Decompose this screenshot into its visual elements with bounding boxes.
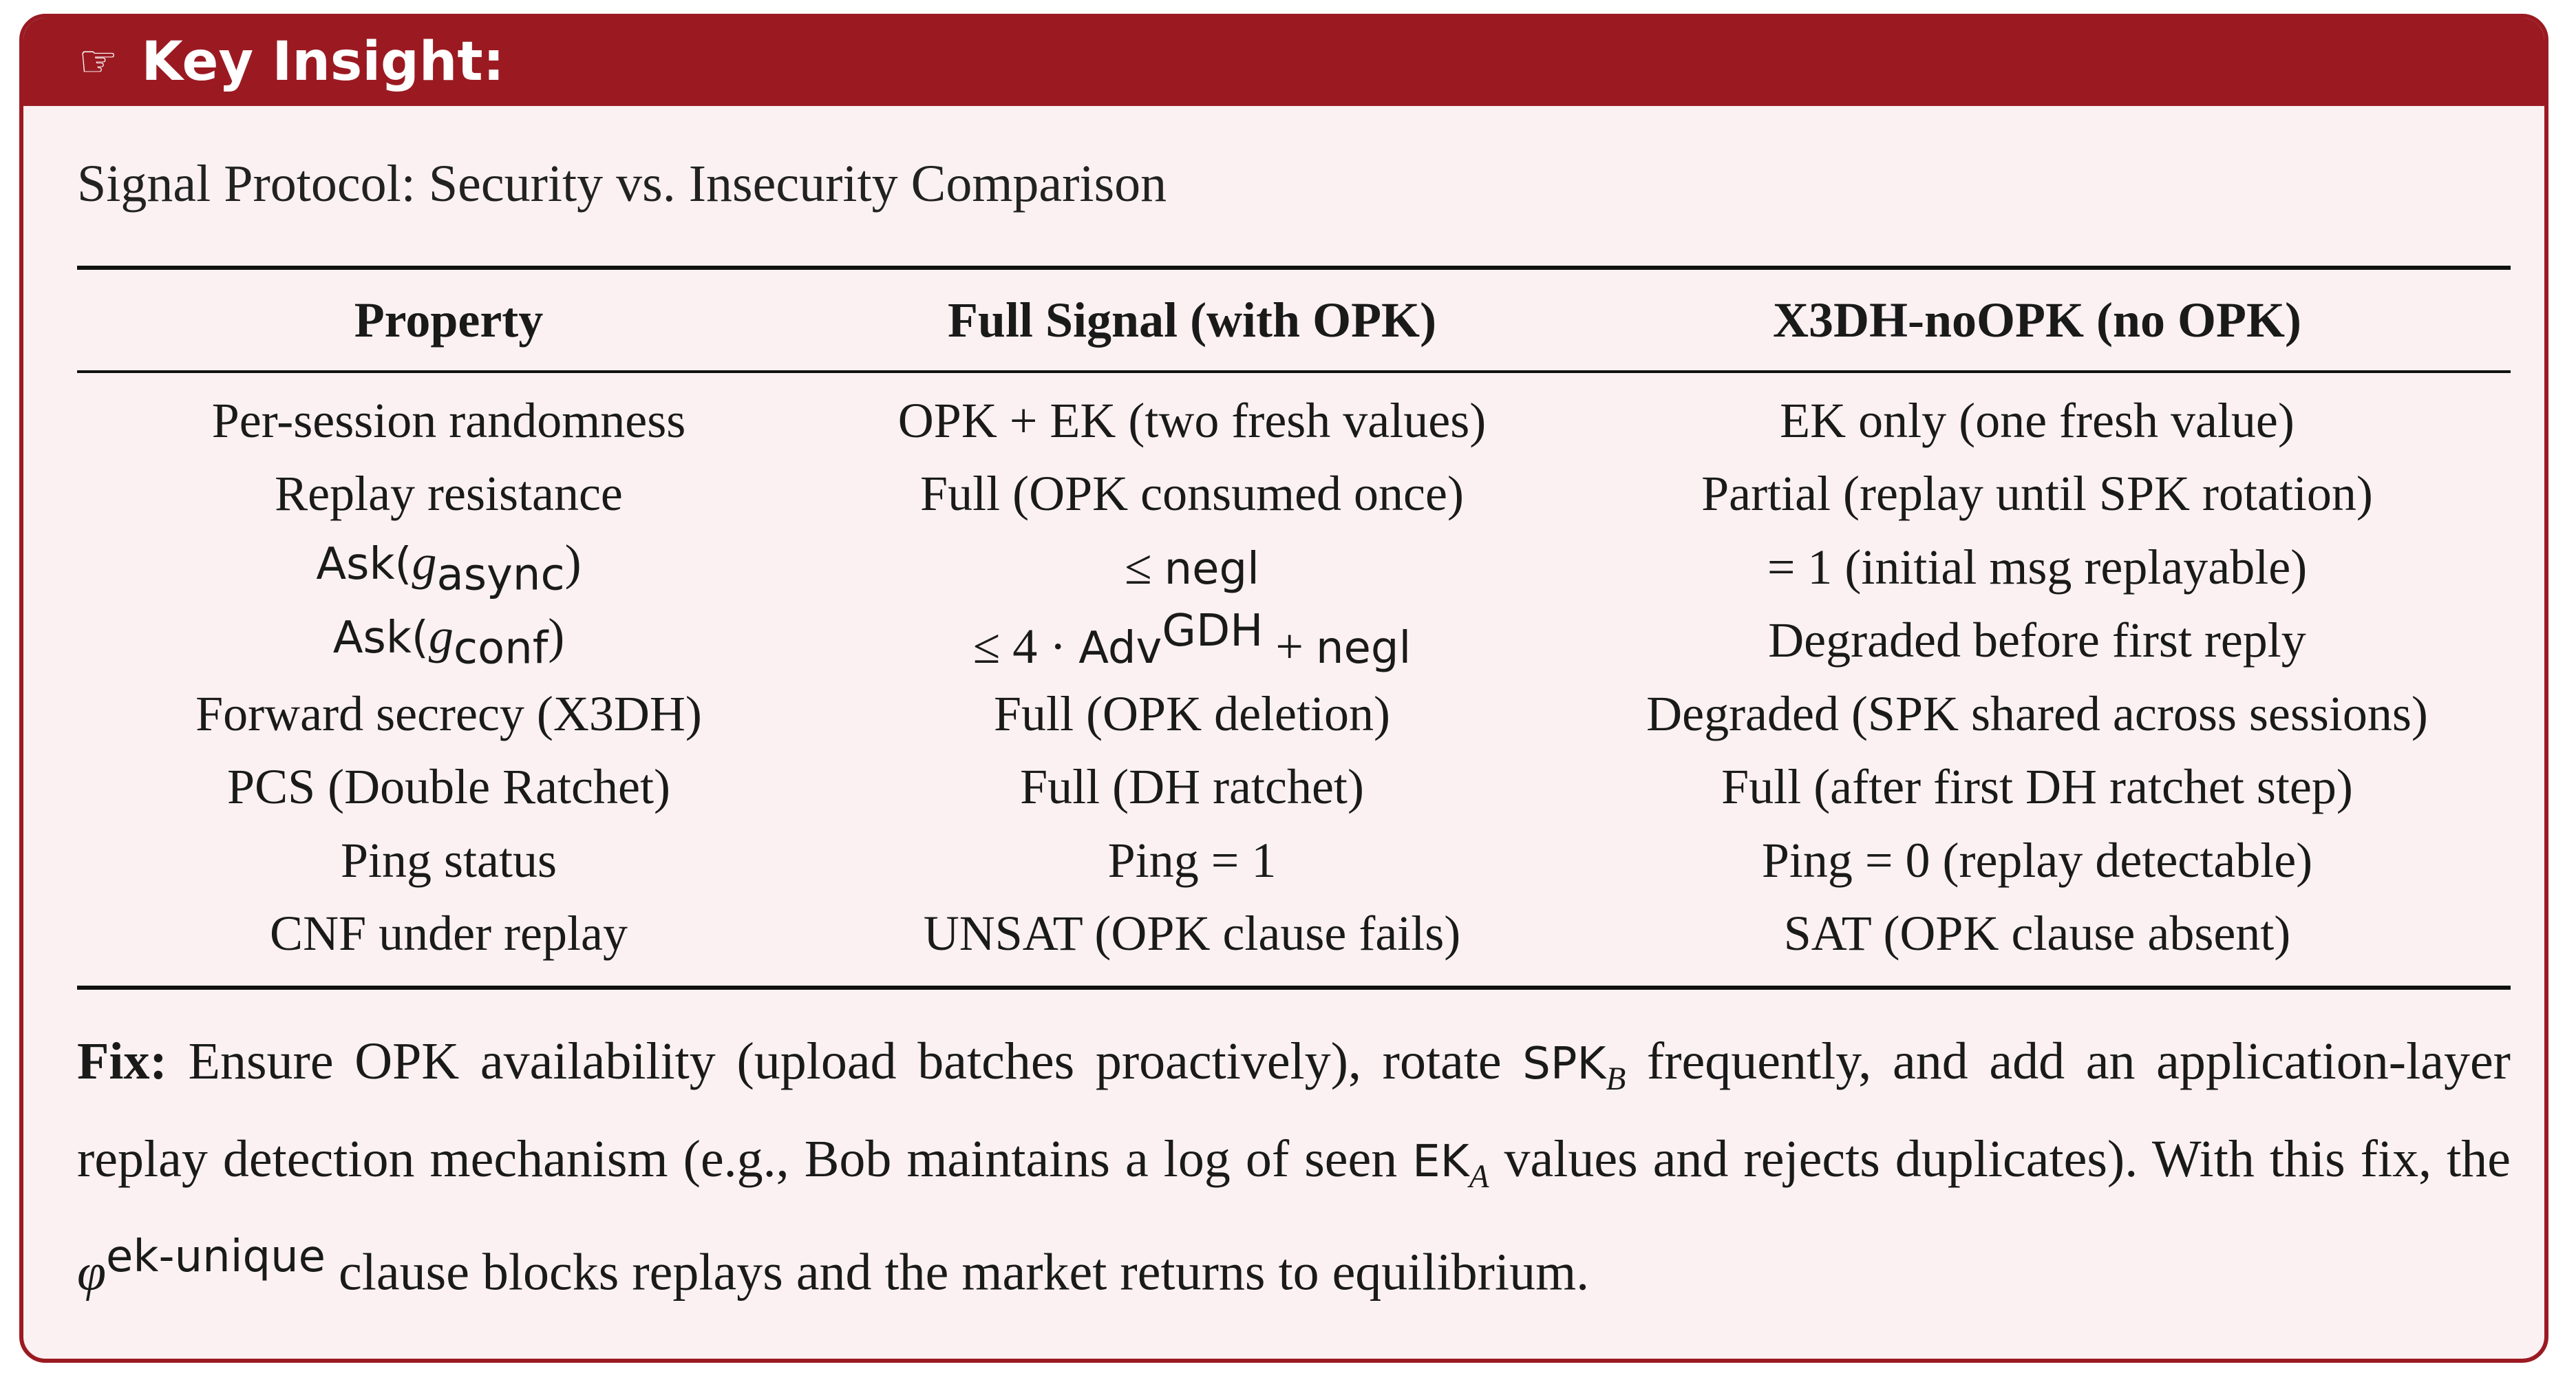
cell-full: Ping = 1 — [1107, 832, 1277, 888]
cell-property: Replay resistance — [275, 466, 623, 522]
cell-property: Ask(gconf) — [332, 608, 565, 674]
cell-noopk: SAT (OPK clause absent) — [1783, 906, 2291, 962]
table-row: Forward secrecy (X3DH) Full (OPK deletio… — [77, 677, 2511, 751]
header-full-signal: Full Signal (with OPK) — [947, 292, 1437, 348]
cell-noopk: Degraded (SPK shared across sessions) — [1646, 686, 2428, 741]
cell-noopk: = 1 (initial msg replayable) — [1767, 539, 2308, 595]
table-row: Ask(gasync) ≤ negl = 1 (initial msg repl… — [77, 531, 2511, 604]
key-insight-box: ☞ Key Insight: Signal Protocol: Security… — [19, 14, 2548, 1363]
cell-full: OPK + EK (two fresh values) — [897, 392, 1487, 448]
key-insight-header: ☞ Key Insight: — [23, 18, 2544, 106]
cell-property: Forward secrecy (X3DH) — [195, 686, 702, 741]
table-header-row: Property Full Signal (with OPK) X3DH-noO… — [77, 268, 2511, 372]
comparison-table: Property Full Signal (with OPK) X3DH-noO… — [77, 266, 2511, 990]
cell-property: CNF under replay — [270, 906, 628, 962]
cell-full: Full (OPK consumed once) — [920, 466, 1464, 522]
cell-full: Full (DH ratchet) — [1020, 759, 1364, 815]
key-insight-title: Key Insight: — [141, 31, 504, 93]
cell-noopk: EK only (one fresh value) — [1780, 392, 2295, 448]
cell-noopk: Full (after first DH ratchet step) — [1721, 759, 2353, 815]
pointing-hand-icon: ☞ — [78, 36, 118, 87]
cell-property: PCS (Double Ratchet) — [227, 759, 670, 815]
table-row: Replay resistance Full (OPK consumed onc… — [77, 458, 2511, 531]
table-row: Per-session randomness OPK + EK (two fre… — [77, 372, 2511, 458]
cell-property: Per-session randomness — [211, 392, 686, 448]
fix-label: Fix: — [77, 1032, 167, 1090]
cell-noopk: Ping = 0 (replay detectable) — [1761, 832, 2313, 888]
cell-full: ≤ negl — [1125, 539, 1259, 595]
cell-full: ≤ 4 · AdvGDH + negl — [972, 606, 1412, 675]
cell-noopk: Partial (replay until SPK rotation) — [1701, 466, 2373, 522]
cell-noopk: Degraded before first reply — [1768, 613, 2306, 668]
comparison-subtitle: Signal Protocol: Security vs. Insecurity… — [77, 155, 1167, 213]
cell-full: UNSAT (OPK clause fails) — [923, 906, 1461, 962]
cell-property: Ask(gasync) — [316, 535, 582, 601]
header-x3dh-noopk: X3DH-noOPK (no OPK) — [1773, 292, 2301, 348]
header-property: Property — [354, 292, 544, 348]
table-row: Ping status Ping = 1 Ping = 0 (replay de… — [77, 824, 2511, 898]
table-row: Ask(gconf) ≤ 4 · AdvGDH + negl Degraded … — [77, 604, 2511, 678]
cell-property: Ping status — [340, 832, 557, 888]
table-row: PCS (Double Ratchet) Full (DH ratchet) F… — [77, 751, 2511, 825]
cell-full: Full (OPK deletion) — [994, 686, 1390, 741]
table-row: CNF under replay UNSAT (OPK clause fails… — [77, 898, 2511, 988]
fix-paragraph: Fix: Ensure OPK availability (upload bat… — [77, 1032, 2511, 1302]
